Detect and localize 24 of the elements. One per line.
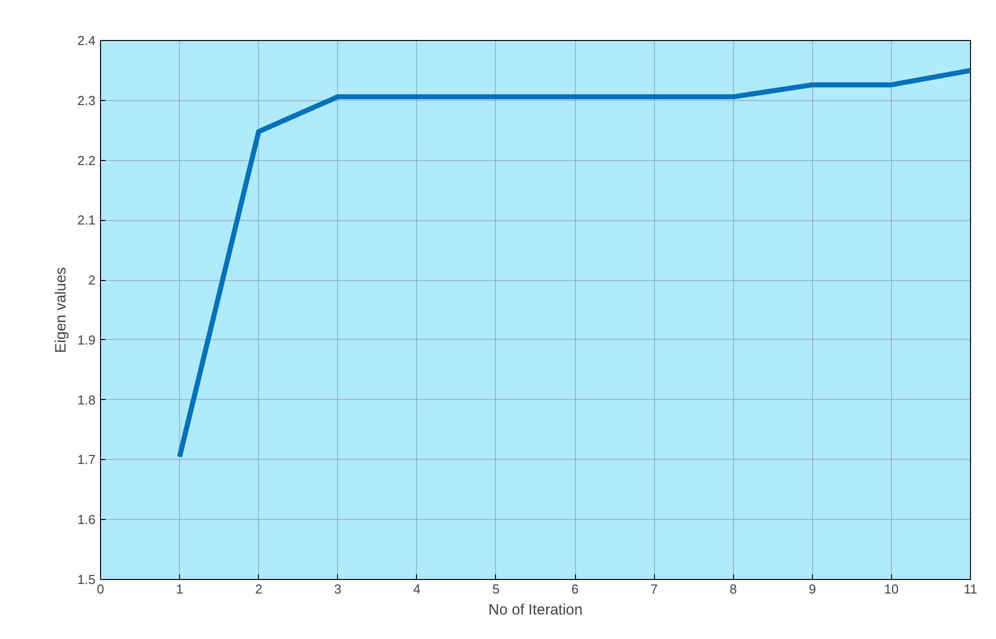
y-tick-label: 1.5 bbox=[77, 572, 96, 587]
x-tick-label: 7 bbox=[650, 582, 658, 596]
y-tick-label: 2.4 bbox=[77, 33, 96, 48]
y-tick-label: 1.8 bbox=[77, 392, 96, 408]
x-tick-label: 6 bbox=[571, 582, 579, 596]
x-tick-label: 0 bbox=[96, 582, 104, 596]
y-tick-label: 2 bbox=[88, 272, 96, 288]
y-tick-label: 2.2 bbox=[77, 152, 96, 168]
x-tick-label: 3 bbox=[334, 582, 342, 596]
x-tick-label: 8 bbox=[730, 582, 737, 596]
x-tick-label: 4 bbox=[413, 582, 420, 596]
y-tick-label: 1.9 bbox=[77, 332, 96, 348]
y-tick-label: 2.3 bbox=[77, 92, 96, 108]
x-tick-label: 10 bbox=[884, 582, 899, 596]
x-tick-label: 1 bbox=[176, 582, 184, 596]
x-axis-title: No of Iteration bbox=[488, 602, 583, 618]
x-tick-label: 5 bbox=[492, 582, 500, 596]
y-axis-title: Eigen values bbox=[52, 267, 70, 353]
x-tick-label: 11 bbox=[964, 582, 978, 596]
y-tick-label: 1.7 bbox=[77, 452, 96, 468]
y-tick-label: 1.6 bbox=[77, 512, 96, 528]
x-tick-label: 2 bbox=[255, 582, 262, 596]
y-tick-label: 2.1 bbox=[77, 212, 96, 228]
x-tick-label: 9 bbox=[808, 582, 816, 596]
